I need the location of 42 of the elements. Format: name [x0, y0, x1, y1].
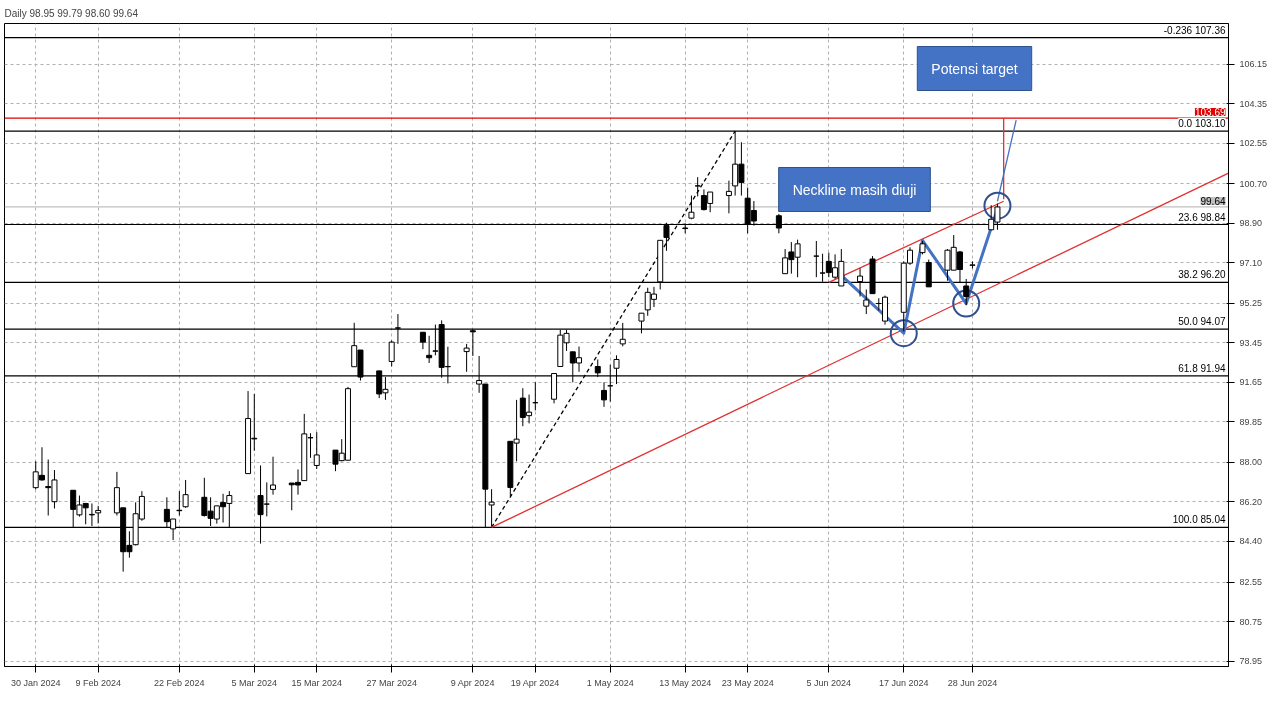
y-tick-label: 97.10	[1239, 257, 1263, 268]
y-tick-label: 84.40	[1239, 536, 1263, 547]
ref-line-label: 38.2 96.20	[1178, 269, 1226, 281]
y-tick-label: 78.95	[1239, 656, 1263, 667]
y-tick-label: 102.55	[1239, 138, 1268, 149]
y-tick-label: 93.45	[1239, 337, 1263, 348]
x-tick-label: 13 May 2024	[659, 677, 712, 688]
x-tick-label: 27 Mar 2024	[366, 677, 417, 688]
y-tick-label: 89.85	[1239, 416, 1263, 427]
x-tick-label: 23 May 2024	[721, 677, 774, 688]
ref-line-label: -0.236 107.36	[1163, 24, 1226, 36]
y-tick-label: 104.35	[1239, 98, 1268, 109]
ref-line-label: 103.69	[1194, 107, 1226, 119]
x-tick-label: 30 Jan 2024	[10, 677, 61, 688]
ref-line-label: 50.0 94.07	[1178, 316, 1226, 328]
y-tick-label: 86.20	[1239, 496, 1263, 507]
annotation: Potensi target	[931, 60, 1018, 77]
x-tick-label: 15 Mar 2024	[291, 677, 343, 688]
x-tick-label: 22 Feb 2024	[154, 677, 205, 688]
y-tick-label: 100.70	[1239, 178, 1268, 189]
y-tick-label: 88.00	[1239, 457, 1263, 468]
y-tick-label: 98.90	[1239, 218, 1263, 229]
y-tick-label: 80.75	[1239, 616, 1263, 627]
y-tick-label: 82.55	[1239, 577, 1263, 588]
x-tick-label: 19 Apr 2024	[510, 677, 560, 688]
ref-line-label: 23.6 98.84	[1178, 211, 1226, 223]
ref-line-label: 0.0 103.10	[1178, 118, 1226, 130]
x-tick-label: 1 May 2024	[586, 677, 634, 688]
y-tick-label: 95.25	[1239, 298, 1263, 309]
y-tick-label: 91.65	[1239, 377, 1263, 388]
x-tick-label: 17 Jun 2024	[878, 677, 929, 688]
x-tick-label: 5 Mar 2024	[231, 677, 278, 688]
y-tick-label: 106.15	[1239, 59, 1268, 70]
annotation: Neckline masih diuji	[792, 181, 917, 198]
ref-line-label: 61.8 91.94	[1178, 362, 1226, 374]
ref-line-label: 99.64	[1200, 195, 1226, 207]
ref-line-label: 100.0 85.04	[1172, 514, 1226, 526]
x-tick-label: 28 Jun 2024	[947, 677, 998, 688]
chart-title: Daily 98.95 99.79 98.60 99.64	[4, 7, 139, 19]
x-tick-label: 5 Jun 2024	[806, 677, 852, 688]
x-tick-label: 9 Apr 2024	[450, 677, 495, 688]
x-tick-label: 9 Feb 2024	[75, 677, 121, 688]
